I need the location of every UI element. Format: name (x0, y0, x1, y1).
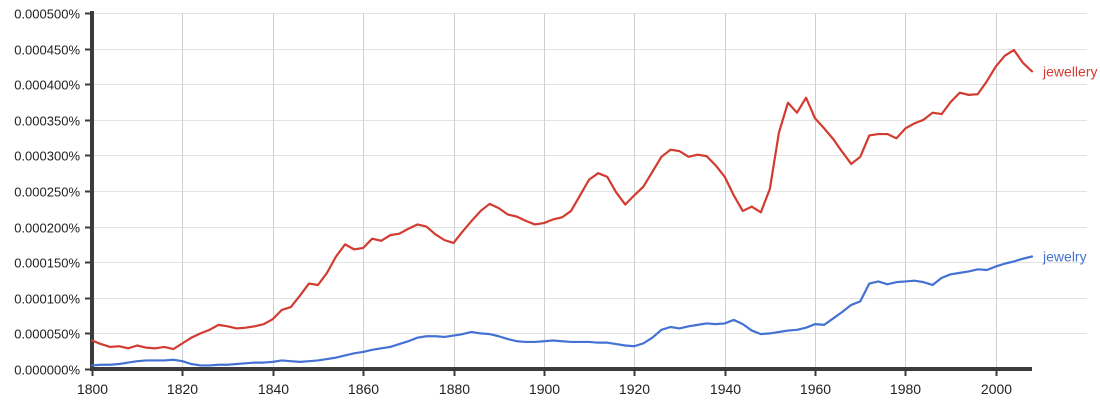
y-axis-tick-label: 0.000450% (14, 43, 80, 58)
x-axis-tick-label: 1880 (439, 381, 470, 397)
x-axis-tick-label: 1900 (529, 381, 560, 397)
series-label-jewellery[interactable]: jewellery (1042, 63, 1097, 79)
y-axis-tick-label: 0.000150% (14, 256, 80, 271)
series-inline-labels: jewellery jewelry (1042, 63, 1097, 264)
y-axis-tick-label: 0.000100% (14, 292, 80, 307)
x-axis-tick-label: 1840 (258, 381, 289, 397)
horizontal-gridlines (92, 13, 1087, 334)
x-axis-tick-label: 1820 (167, 381, 198, 397)
x-axis-tick-label: 2000 (981, 381, 1012, 397)
y-axis-tick-label: 0.000350% (14, 114, 80, 129)
y-axis-tick-label: 0.000300% (14, 149, 80, 164)
y-axis-tick-label: 0.000200% (14, 221, 80, 236)
x-axis-tick-label: 1980 (890, 381, 921, 397)
y-axis-tick-labels: 0.000000% 0.000050% 0.000100% 0.000150% 0.00… (14, 7, 80, 378)
x-axis-tick-labels: 1800 1820 1840 1860 1880 1900 1920 1940 1960 1980… (77, 381, 1012, 397)
y-axis-tick-label: 0.000400% (14, 78, 80, 93)
y-axis-tick-label: 0.000500% (14, 7, 80, 22)
x-axis-tick-label: 1960 (800, 381, 831, 397)
x-axis-tick-label: 1920 (619, 381, 650, 397)
series-line-jewellery[interactable] (90, 48, 1034, 351)
series-lines (90, 48, 1034, 367)
y-axis-tick-label: 0.000050% (14, 327, 80, 342)
series-label-jewelry[interactable]: jewelry (1042, 249, 1087, 265)
x-axis-tick-label: 1940 (710, 381, 741, 397)
series-line-jewelry[interactable] (90, 255, 1034, 367)
x-axis-tick-label: 1860 (348, 381, 379, 397)
x-axis-tick-label: 1800 (77, 381, 108, 397)
y-axis-tick-label: 0.000250% (14, 185, 80, 200)
vertical-gridlines (182, 13, 997, 369)
axis-lines (90, 11, 1032, 371)
y-axis-tick-label: 0.000000% (14, 363, 80, 378)
